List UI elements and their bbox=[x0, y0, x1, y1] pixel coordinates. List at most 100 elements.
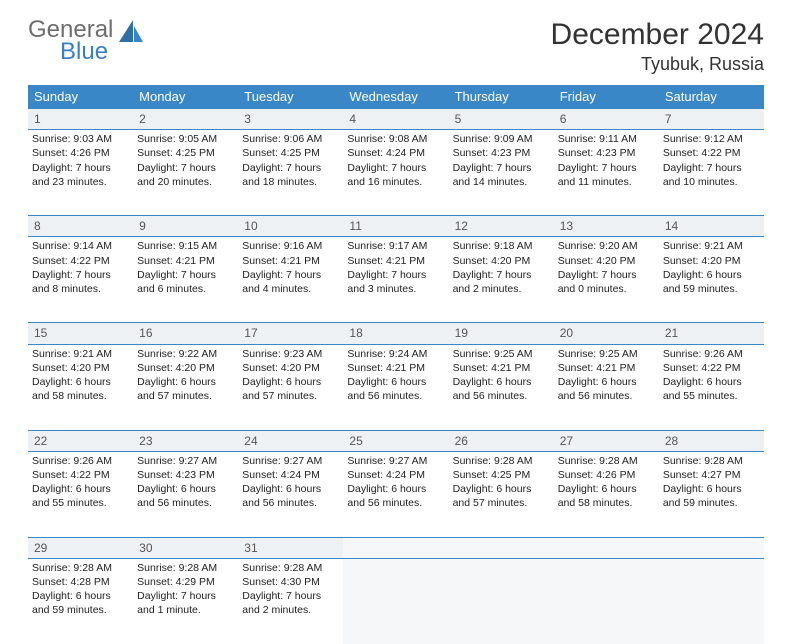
header: General Blue December 2024 Tyubuk, Russi… bbox=[28, 18, 764, 75]
daylight-text: Daylight: 7 hours bbox=[32, 161, 129, 175]
day-number: 6 bbox=[560, 112, 567, 126]
dayhead-mon: Monday bbox=[133, 85, 238, 109]
day-number: 2 bbox=[139, 112, 146, 126]
dayhead-wed: Wednesday bbox=[343, 85, 448, 109]
sunset-text: Sunset: 4:25 PM bbox=[242, 146, 339, 160]
day-number-cell: 6 bbox=[554, 109, 659, 130]
daylight-text: and 57 minutes. bbox=[242, 389, 339, 403]
daylight-text: Daylight: 7 hours bbox=[347, 161, 444, 175]
daylight-text: Daylight: 7 hours bbox=[453, 268, 550, 282]
week-row: Sunrise: 9:14 AMSunset: 4:22 PMDaylight:… bbox=[28, 237, 764, 323]
day-number-cell: 20 bbox=[554, 323, 659, 344]
day-number-cell: 30 bbox=[133, 537, 238, 558]
daylight-text: and 56 minutes. bbox=[137, 496, 234, 510]
sunset-text: Sunset: 4:20 PM bbox=[242, 361, 339, 375]
daylight-text: Daylight: 6 hours bbox=[558, 375, 655, 389]
daylight-text: Daylight: 7 hours bbox=[242, 268, 339, 282]
day-cell: Sunrise: 9:15 AMSunset: 4:21 PMDaylight:… bbox=[133, 237, 238, 323]
day-number-cell: 12 bbox=[449, 216, 554, 237]
day-cell: Sunrise: 9:24 AMSunset: 4:21 PMDaylight:… bbox=[343, 344, 448, 430]
day-number-cell: 26 bbox=[449, 430, 554, 451]
day-number: 23 bbox=[139, 434, 152, 448]
day-number-cell: 15 bbox=[28, 323, 133, 344]
sunrise-text: Sunrise: 9:08 AM bbox=[347, 132, 444, 146]
sunset-text: Sunset: 4:24 PM bbox=[347, 468, 444, 482]
sail-icon bbox=[119, 20, 145, 44]
day-cell: Sunrise: 9:06 AMSunset: 4:25 PMDaylight:… bbox=[238, 130, 343, 216]
sunset-text: Sunset: 4:22 PM bbox=[32, 254, 129, 268]
sunrise-text: Sunrise: 9:21 AM bbox=[32, 347, 129, 361]
day-cell: Sunrise: 9:23 AMSunset: 4:20 PMDaylight:… bbox=[238, 344, 343, 430]
day-number-cell: 8 bbox=[28, 216, 133, 237]
sunset-text: Sunset: 4:23 PM bbox=[453, 146, 550, 160]
week-row: Sunrise: 9:03 AMSunset: 4:26 PMDaylight:… bbox=[28, 130, 764, 216]
day-number-cell: 10 bbox=[238, 216, 343, 237]
day-cell: Sunrise: 9:25 AMSunset: 4:21 PMDaylight:… bbox=[449, 344, 554, 430]
day-number: 25 bbox=[349, 434, 362, 448]
day-number-cell: 21 bbox=[659, 323, 764, 344]
day-cell: Sunrise: 9:28 AMSunset: 4:28 PMDaylight:… bbox=[28, 558, 133, 644]
sunrise-text: Sunrise: 9:25 AM bbox=[558, 347, 655, 361]
sunset-text: Sunset: 4:21 PM bbox=[347, 254, 444, 268]
daylight-text: Daylight: 6 hours bbox=[242, 482, 339, 496]
day-number-cell: 31 bbox=[238, 537, 343, 558]
day-cell: Sunrise: 9:20 AMSunset: 4:20 PMDaylight:… bbox=[554, 237, 659, 323]
daylight-text: and 14 minutes. bbox=[453, 175, 550, 189]
daylight-text: Daylight: 6 hours bbox=[32, 482, 129, 496]
sunrise-text: Sunrise: 9:18 AM bbox=[453, 239, 550, 253]
day-number: 4 bbox=[349, 112, 356, 126]
day-cell: Sunrise: 9:28 AMSunset: 4:27 PMDaylight:… bbox=[659, 451, 764, 537]
day-number: 24 bbox=[244, 434, 257, 448]
daynum-row: 15161718192021 bbox=[28, 323, 764, 344]
sunset-text: Sunset: 4:21 PM bbox=[453, 361, 550, 375]
day-number-cell: 4 bbox=[343, 109, 448, 130]
sunrise-text: Sunrise: 9:25 AM bbox=[453, 347, 550, 361]
day-cell: Sunrise: 9:25 AMSunset: 4:21 PMDaylight:… bbox=[554, 344, 659, 430]
day-cell bbox=[659, 558, 764, 644]
sunrise-text: Sunrise: 9:28 AM bbox=[242, 561, 339, 575]
day-cell: Sunrise: 9:11 AMSunset: 4:23 PMDaylight:… bbox=[554, 130, 659, 216]
day-cell: Sunrise: 9:27 AMSunset: 4:24 PMDaylight:… bbox=[238, 451, 343, 537]
daylight-text: and 58 minutes. bbox=[32, 389, 129, 403]
daylight-text: and 1 minute. bbox=[137, 603, 234, 617]
daylight-text: Daylight: 7 hours bbox=[137, 589, 234, 603]
sunset-text: Sunset: 4:30 PM bbox=[242, 575, 339, 589]
sunset-text: Sunset: 4:22 PM bbox=[32, 468, 129, 482]
sunset-text: Sunset: 4:28 PM bbox=[32, 575, 129, 589]
daylight-text: Daylight: 6 hours bbox=[137, 375, 234, 389]
day-cell: Sunrise: 9:08 AMSunset: 4:24 PMDaylight:… bbox=[343, 130, 448, 216]
day-number: 21 bbox=[665, 326, 678, 340]
day-number: 14 bbox=[665, 219, 678, 233]
day-cell: Sunrise: 9:28 AMSunset: 4:25 PMDaylight:… bbox=[449, 451, 554, 537]
day-number-cell: 19 bbox=[449, 323, 554, 344]
day-number-cell bbox=[554, 537, 659, 558]
day-number: 19 bbox=[455, 326, 468, 340]
sunset-text: Sunset: 4:27 PM bbox=[663, 468, 760, 482]
day-number: 26 bbox=[455, 434, 468, 448]
daynum-row: 1234567 bbox=[28, 109, 764, 130]
daylight-text: and 56 minutes. bbox=[558, 389, 655, 403]
day-cell: Sunrise: 9:26 AMSunset: 4:22 PMDaylight:… bbox=[28, 451, 133, 537]
daylight-text: Daylight: 7 hours bbox=[347, 268, 444, 282]
sunset-text: Sunset: 4:21 PM bbox=[347, 361, 444, 375]
daylight-text: and 59 minutes. bbox=[663, 496, 760, 510]
daylight-text: and 57 minutes. bbox=[453, 496, 550, 510]
day-number-cell: 9 bbox=[133, 216, 238, 237]
daylight-text: Daylight: 6 hours bbox=[558, 482, 655, 496]
day-cell bbox=[449, 558, 554, 644]
sunrise-text: Sunrise: 9:12 AM bbox=[663, 132, 760, 146]
day-number: 13 bbox=[560, 219, 573, 233]
day-cell: Sunrise: 9:26 AMSunset: 4:22 PMDaylight:… bbox=[659, 344, 764, 430]
brand-logo: General Blue bbox=[28, 18, 145, 64]
sunset-text: Sunset: 4:20 PM bbox=[453, 254, 550, 268]
sunset-text: Sunset: 4:29 PM bbox=[137, 575, 234, 589]
dayhead-sun: Sunday bbox=[28, 85, 133, 109]
day-number: 29 bbox=[34, 541, 47, 555]
daylight-text: Daylight: 7 hours bbox=[558, 268, 655, 282]
daylight-text: and 11 minutes. bbox=[558, 175, 655, 189]
day-cell: Sunrise: 9:09 AMSunset: 4:23 PMDaylight:… bbox=[449, 130, 554, 216]
sunset-text: Sunset: 4:22 PM bbox=[663, 361, 760, 375]
brand-part2: Blue bbox=[60, 40, 113, 64]
dayhead-fri: Friday bbox=[554, 85, 659, 109]
day-number: 27 bbox=[560, 434, 573, 448]
